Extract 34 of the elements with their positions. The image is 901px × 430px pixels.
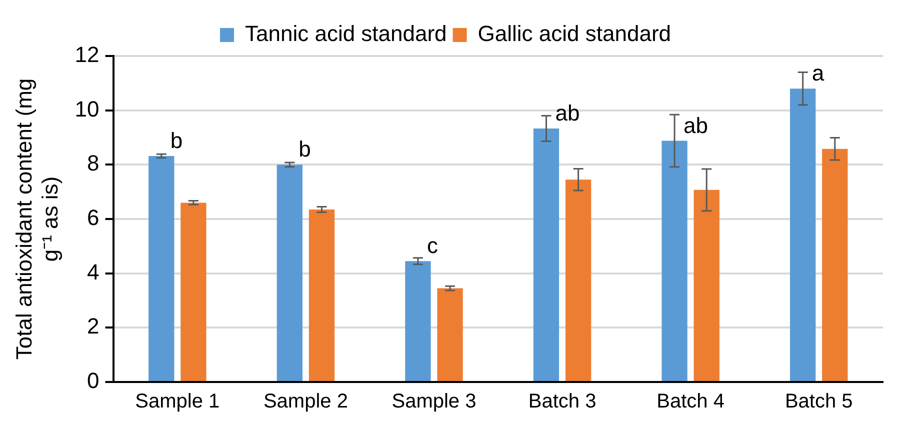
annotation: ab [684,112,708,138]
y-tick-label: 10 [74,96,100,122]
bar [405,261,431,381]
y-axis-title: Total antioxidant content (mg g⁻¹ as is) [11,78,63,360]
annotation: ab [555,100,580,126]
bar [822,148,848,381]
annotation: b [298,136,311,162]
bar [308,209,335,381]
annotation: a [812,60,825,86]
x-tick-label: Sample 2 [263,390,348,413]
annotation: b [170,128,183,154]
bar [790,88,816,381]
y-tick-label: 12 [74,42,100,68]
bar [694,190,720,381]
y-tick-label: 4 [87,259,100,284]
bar [276,164,302,381]
x-tick-label: Batch 3 [528,390,596,413]
x-tick-label: Sample 3 [392,390,476,413]
annotation: c [426,233,438,258]
bar [662,140,688,381]
y-tick-label: 6 [87,205,100,230]
bar [148,156,174,381]
y-tick-label: 2 [87,314,100,339]
x-tick-label: Batch 5 [784,390,853,413]
bar [565,180,592,381]
legend-label: Gallic acid standard [478,21,672,46]
bar [437,288,463,381]
bar [180,202,206,381]
x-tick-label: Sample 1 [135,390,220,413]
x-tick-label: Batch 4 [656,390,724,413]
bar [533,128,560,381]
legend-label: Tannic acid standard [245,21,447,46]
y-tick-label: 0 [87,368,100,394]
y-tick-label: 8 [87,150,100,176]
